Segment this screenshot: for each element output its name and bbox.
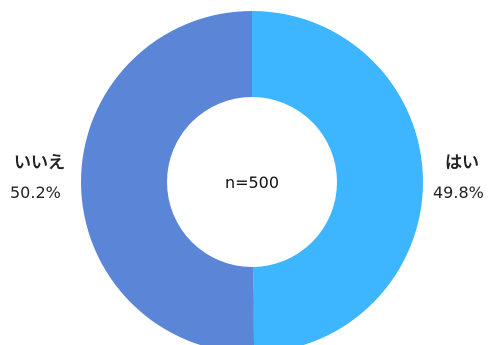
slice-value-iie: 50.2% [10, 183, 61, 202]
slice-hai [252, 11, 424, 345]
slice-value-hai: 49.8% [433, 183, 484, 202]
slice-label-iie: いいえ [14, 153, 65, 173]
slice-label-hai: はい [445, 153, 479, 173]
donut-hole [167, 97, 337, 267]
center-label: n=500 [225, 173, 279, 192]
